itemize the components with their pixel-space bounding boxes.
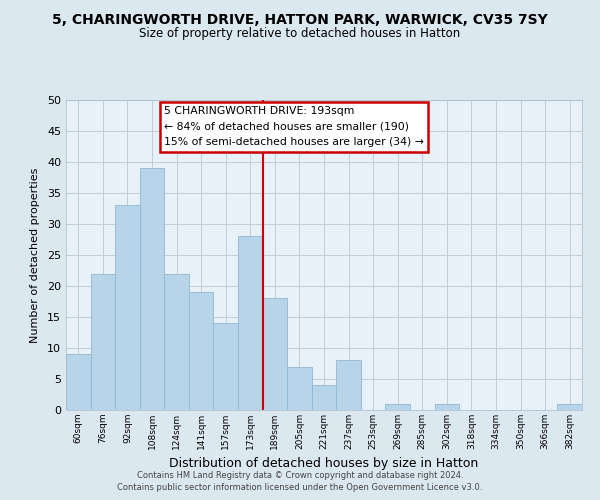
Bar	[140, 168, 164, 410]
Bar	[214, 323, 238, 410]
Text: Contains public sector information licensed under the Open Government Licence v3: Contains public sector information licen…	[118, 484, 482, 492]
Text: 5, CHARINGWORTH DRIVE, HATTON PARK, WARWICK, CV35 7SY: 5, CHARINGWORTH DRIVE, HATTON PARK, WARW…	[52, 12, 548, 26]
Bar	[263, 298, 287, 410]
Bar	[385, 404, 410, 410]
Y-axis label: Number of detached properties: Number of detached properties	[30, 168, 40, 342]
Bar	[312, 385, 336, 410]
Bar	[557, 404, 582, 410]
Bar	[115, 206, 140, 410]
Bar	[189, 292, 214, 410]
Bar	[164, 274, 189, 410]
Bar	[434, 404, 459, 410]
Bar	[238, 236, 263, 410]
Bar	[287, 366, 312, 410]
Bar	[66, 354, 91, 410]
Text: 5 CHARINGWORTH DRIVE: 193sqm
← 84% of detached houses are smaller (190)
15% of s: 5 CHARINGWORTH DRIVE: 193sqm ← 84% of de…	[164, 106, 424, 148]
Text: Contains HM Land Registry data © Crown copyright and database right 2024.: Contains HM Land Registry data © Crown c…	[137, 471, 463, 480]
X-axis label: Distribution of detached houses by size in Hatton: Distribution of detached houses by size …	[169, 458, 479, 470]
Bar	[91, 274, 115, 410]
Bar	[336, 360, 361, 410]
Text: Size of property relative to detached houses in Hatton: Size of property relative to detached ho…	[139, 28, 461, 40]
